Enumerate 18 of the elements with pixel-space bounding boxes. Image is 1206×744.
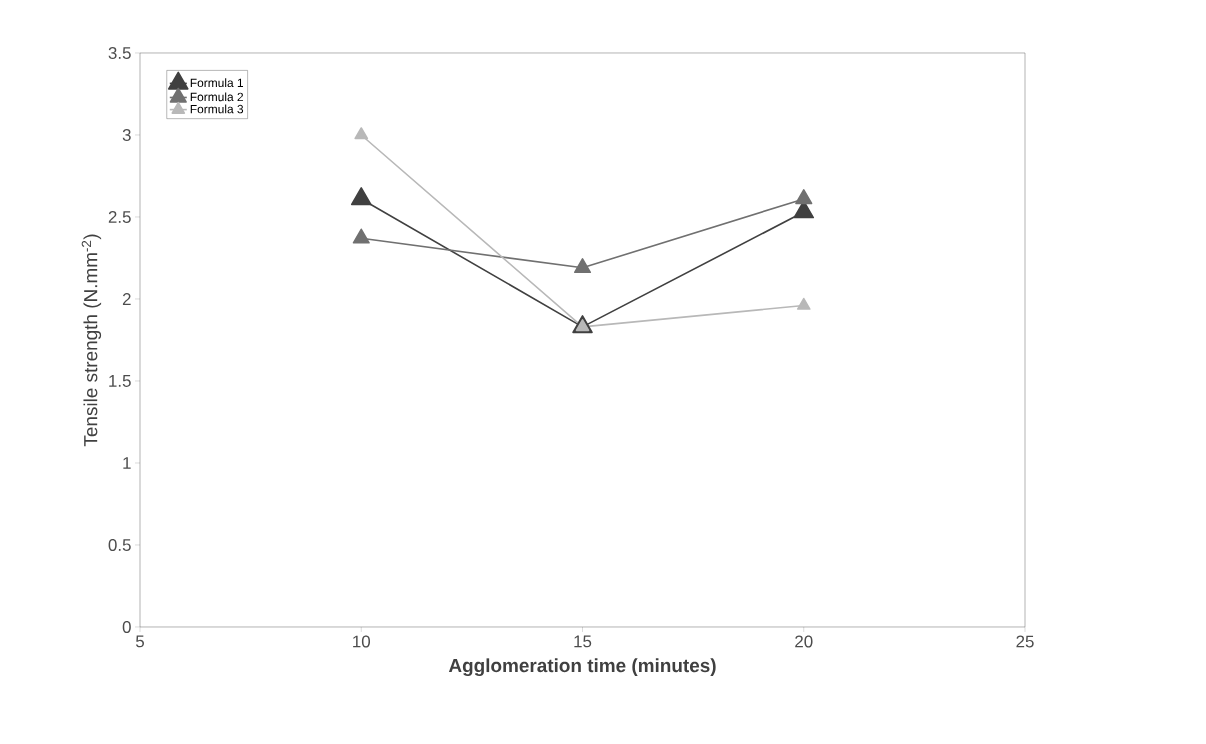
y-axis-title: Tensile strength (N.mm$^{-2}$) bbox=[81, 234, 102, 447]
legend-label: Formula 1 bbox=[190, 78, 244, 88]
y-tick-label: 0 bbox=[122, 620, 131, 633]
legend-label: Formula 2 bbox=[190, 92, 243, 102]
y-tick-label: 0.5 bbox=[108, 538, 131, 551]
y-tick-label: 1 bbox=[123, 457, 131, 469]
y-tick-label: 3 bbox=[122, 128, 131, 141]
legend-label: Formula 3 bbox=[190, 104, 244, 114]
x-tick-label: 10 bbox=[353, 635, 371, 648]
y-tick-label: 1.5 bbox=[109, 375, 131, 387]
x-tick-label: 25 bbox=[1016, 635, 1034, 648]
x-tick-label: 20 bbox=[795, 635, 813, 648]
y-tick-label: 2 bbox=[122, 293, 131, 305]
y-tick-label: 3.5 bbox=[108, 46, 131, 59]
y-tick-label: 2.5 bbox=[108, 210, 131, 223]
x-tick-label: 5 bbox=[135, 635, 144, 648]
x-tick-label: 15 bbox=[574, 635, 592, 648]
x-axis-title: Agglomeration time (minutes) bbox=[448, 658, 716, 677]
